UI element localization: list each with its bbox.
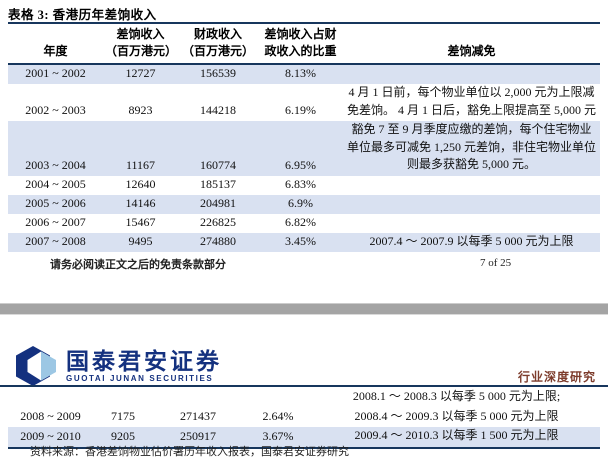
cell-remark: 2007.4 ～ 2007.9 以每季 5 000 元为上限 xyxy=(369,233,574,248)
rates-table-top: 年度 差饷收入 （百万港元） 财政收入 （百万港元） 差饷收入占财 政收入的比重 差饷减免 2… xyxy=(8,22,600,252)
cell-rates: 15467 xyxy=(125,214,156,229)
cell-year xyxy=(8,388,93,408)
cell-remark: 豁免 7 至 9 月季度应缴的差饷，每个住宅物业单位最多可减免 1,250 元差… xyxy=(346,122,596,171)
rates-table-header: 年度 差饷收入 （百万港元） 财政收入 （百万港元） 差饷收入占财 政收入的比重 差饷减免 xyxy=(8,23,600,65)
cell-remark xyxy=(343,195,600,214)
report-type-label: 行业深度研究 xyxy=(517,370,596,384)
cell-rates: 7175 xyxy=(111,409,135,423)
cell-year: 2007 ~ 2008 xyxy=(25,234,86,248)
cell-remark: 2008.4 ～ 2009.3 以每季 5 000 元为上限 xyxy=(354,408,559,423)
column-header: 差饷收入占财 政收入的比重 xyxy=(258,23,343,65)
cell-fiscal xyxy=(153,388,243,408)
cell-ratio: 6.95% xyxy=(285,157,316,172)
cell-fiscal: 250917 xyxy=(180,428,216,443)
footer-disclaimer: 请务必阅读正文之后的免责条款部分 xyxy=(50,259,226,271)
brand-text: 国泰君安证券 GUOTAI JUNAN SECURITIES xyxy=(66,348,222,384)
table-row: 2006 ~ 2007 15467 226825 6.82% xyxy=(8,214,600,233)
cell-ratio: 3.67% xyxy=(262,428,294,443)
table-row: 2003 ~ 2004 11167 160774 6.95% 豁免 7 至 9 月季度应… xyxy=(8,121,600,176)
rates-table-body-bottom: 2008.1 ～ 2008.3 以每季 5 000 元为上限; 2008 ~ 20… xyxy=(8,388,600,448)
cell-year: 2004 ~ 2005 xyxy=(25,176,86,191)
cell-remark xyxy=(343,214,600,233)
cell-fiscal: 185137 xyxy=(200,176,236,191)
page-number: 7 of 25 xyxy=(480,257,512,269)
cell-ratio: 3.45% xyxy=(285,234,316,248)
rates-table-body-top: 2001 ~ 2002 12727 156539 8.13% 2002 ~ 2003 89… xyxy=(8,64,600,252)
column-header: 年度 xyxy=(8,23,103,65)
cell-rates: 9495 xyxy=(128,234,153,248)
cell-fiscal: 274880 xyxy=(200,234,236,248)
column-header: 差饷减免 xyxy=(343,23,600,65)
cell-rates: 8923 xyxy=(128,103,153,117)
cell-remark: 2008.1 ～ 2008.3 以每季 5 000 元为上限; xyxy=(352,389,561,403)
cell-year: 2008 ~ 2009 xyxy=(20,409,81,423)
table-row: 2005 ~ 2006 14146 204981 6.9% xyxy=(8,194,600,214)
guotai-junan-logo-icon xyxy=(16,346,56,386)
cell-rates: 12640 xyxy=(125,176,156,191)
cell-ratio: 8.13% xyxy=(285,66,316,80)
cell-fiscal: 204981 xyxy=(200,195,236,210)
source-note: 资料来源：香港差饷物业估价署历年收入报表，国泰君安证券研究 xyxy=(30,446,349,458)
cell-rates xyxy=(93,388,153,408)
page-divider xyxy=(0,303,608,315)
cell-remark: 4 月 1 日前，每个物业单位以 2,000 元为上限减免差饷。 4 月 1 日… xyxy=(346,85,596,117)
cell-ratio: 6.19% xyxy=(285,103,316,117)
cell-remark xyxy=(343,176,600,195)
cell-rates: 9205 xyxy=(111,428,135,443)
cell-rates: 11167 xyxy=(125,157,156,172)
cell-fiscal: 160774 xyxy=(200,157,236,172)
cell-ratio: 2.64% xyxy=(262,409,294,423)
header-row: 年度 差饷收入 （百万港元） 财政收入 （百万港元） 差饷收入占财 政收入的比重 差饷减免 xyxy=(8,23,600,65)
cell-rates: 14146 xyxy=(125,195,156,210)
rates-table-bottom: 2008.1 ～ 2008.3 以每季 5 000 元为上限; 2008 ~ 20… xyxy=(8,388,600,449)
cell-fiscal: 271437 xyxy=(180,409,216,423)
table-row: 2004 ~ 2005 12640 185137 6.83% xyxy=(8,176,600,195)
brand-header: 国泰君安证券 GUOTAI JUNAN SECURITIES xyxy=(14,344,222,388)
cell-year: 2003 ~ 2004 xyxy=(25,157,86,172)
table-row: 2008.1 ～ 2008.3 以每季 5 000 元为上限; xyxy=(8,388,600,408)
table-row: 2002 ~ 2003 8923 144218 6.19% 4 月 1 日前，每个物业单… xyxy=(8,84,600,121)
cell-remark: 2009.4 ～ 2010.3 以每季 1 500 元为上限 xyxy=(354,428,559,442)
brand-name-cn: 国泰君安证券 xyxy=(66,348,222,374)
cell-ratio: 6.83% xyxy=(285,176,316,191)
column-header: 差饷收入 （百万港元） xyxy=(103,23,178,65)
cell-rates: 12727 xyxy=(125,66,156,80)
cell-year: 2009 ~ 2010 xyxy=(20,428,81,443)
cell-year: 2005 ~ 2006 xyxy=(25,195,86,210)
brand-name-en: GUOTAI JUNAN SECURITIES xyxy=(66,374,214,383)
cell-year: 2002 ~ 2003 xyxy=(25,103,86,117)
cell-ratio: 6.9% xyxy=(288,195,313,210)
cell-ratio xyxy=(243,388,313,408)
cell-fiscal: 156539 xyxy=(200,66,236,80)
column-header: 财政收入 （百万港元） xyxy=(178,23,258,65)
cell-year: 2001 ~ 2002 xyxy=(25,66,86,80)
table-row: 2008 ~ 2009 7175 271437 2.64% 2008.4 ～ 2009.… xyxy=(8,408,600,428)
cell-ratio: 6.82% xyxy=(285,214,316,229)
table-row: 2001 ~ 2002 12727 156539 8.13% xyxy=(8,64,600,84)
cell-fiscal: 226825 xyxy=(200,214,236,229)
cell-remark xyxy=(343,64,600,84)
header-rule xyxy=(0,385,608,387)
cell-fiscal: 144218 xyxy=(200,103,236,117)
cell-year: 2006 ~ 2007 xyxy=(25,214,86,229)
table-row: 2007 ~ 2008 9495 274880 3.45% 2007.4 ～ 2007.… xyxy=(8,232,600,252)
table-title: 表格 3: 香港历年差饷收入 xyxy=(8,8,157,22)
table-row: 2009 ~ 2010 9205 250917 3.67% 2009.4 ～ 2010.… xyxy=(8,427,600,448)
